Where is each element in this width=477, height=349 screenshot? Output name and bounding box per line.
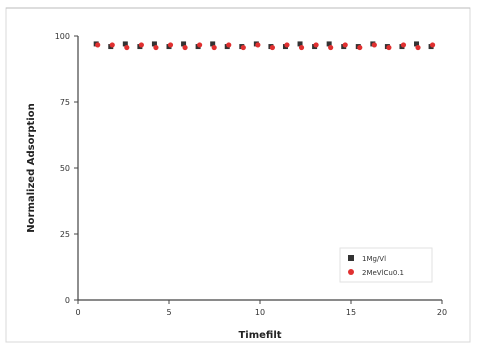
data-point-series-2 — [400, 42, 407, 48]
legend-box — [339, 247, 433, 283]
legend-label-2: 2MeVlCu0.1 — [362, 269, 404, 277]
data-point-series-2 — [109, 42, 115, 48]
legend-label-1: 1Mg/Vl — [362, 255, 386, 263]
y-tick-label: 100 — [55, 32, 70, 41]
data-point-series-2 — [255, 42, 261, 48]
legend-marker-1 — [348, 255, 354, 261]
data-point-series-2 — [313, 42, 319, 48]
x-tick-label: 15 — [346, 308, 356, 317]
data-point-series-2 — [429, 42, 436, 48]
data-point-series-1 — [210, 41, 216, 47]
y-tick-label: 25 — [60, 230, 70, 239]
x-tick-label: 0 — [75, 308, 80, 317]
data-point-series-2 — [328, 44, 334, 51]
legend: 1Mg/Vl 2MeVlCu0.1 — [339, 247, 433, 283]
data-point-series-2 — [284, 42, 290, 48]
data-point-series-2 — [240, 44, 246, 51]
data-layer — [93, 41, 436, 51]
data-point-series-2 — [182, 44, 188, 51]
chart-frame — [5, 7, 471, 343]
data-point-series-1 — [297, 41, 303, 47]
data-point-series-2 — [124, 44, 130, 51]
data-point-series-2 — [226, 42, 232, 48]
y-tick-label: 50 — [60, 164, 70, 173]
data-point-series-1 — [326, 41, 332, 47]
y-axis-title: Normalized Adsorption — [26, 103, 37, 232]
data-point-series-2 — [197, 42, 203, 48]
data-point-series-2 — [415, 44, 421, 51]
data-point-series-2 — [342, 42, 348, 48]
data-point-series-1 — [122, 41, 128, 47]
data-point-series-1 — [414, 41, 420, 47]
y-tick-label: 0 — [65, 296, 70, 305]
x-tick-label: 5 — [166, 308, 171, 317]
y-tick-label: 75 — [60, 98, 70, 107]
axes-layer: 0 25 50 75 100 0 5 10 15 20 Timefilt Normalized Ads… — [5, 7, 471, 343]
data-point-series-2 — [153, 44, 159, 51]
legend-marker-2 — [348, 269, 354, 275]
data-point-series-2 — [95, 42, 101, 48]
x-axis-title: Timefilt — [238, 330, 281, 341]
data-point-series-2 — [371, 42, 377, 48]
data-point-series-2 — [386, 44, 392, 51]
x-tick-label: 10 — [255, 308, 265, 317]
data-point-series-2 — [138, 42, 144, 48]
data-point-series-1 — [181, 41, 187, 47]
data-point-series-2 — [167, 42, 174, 48]
data-point-series-2 — [211, 44, 217, 51]
data-point-series-2 — [357, 44, 363, 51]
data-point-series-2 — [298, 44, 305, 51]
data-point-series-1 — [151, 41, 157, 47]
x-tick-label: 20 — [437, 308, 447, 317]
data-point-series-2 — [269, 44, 276, 51]
